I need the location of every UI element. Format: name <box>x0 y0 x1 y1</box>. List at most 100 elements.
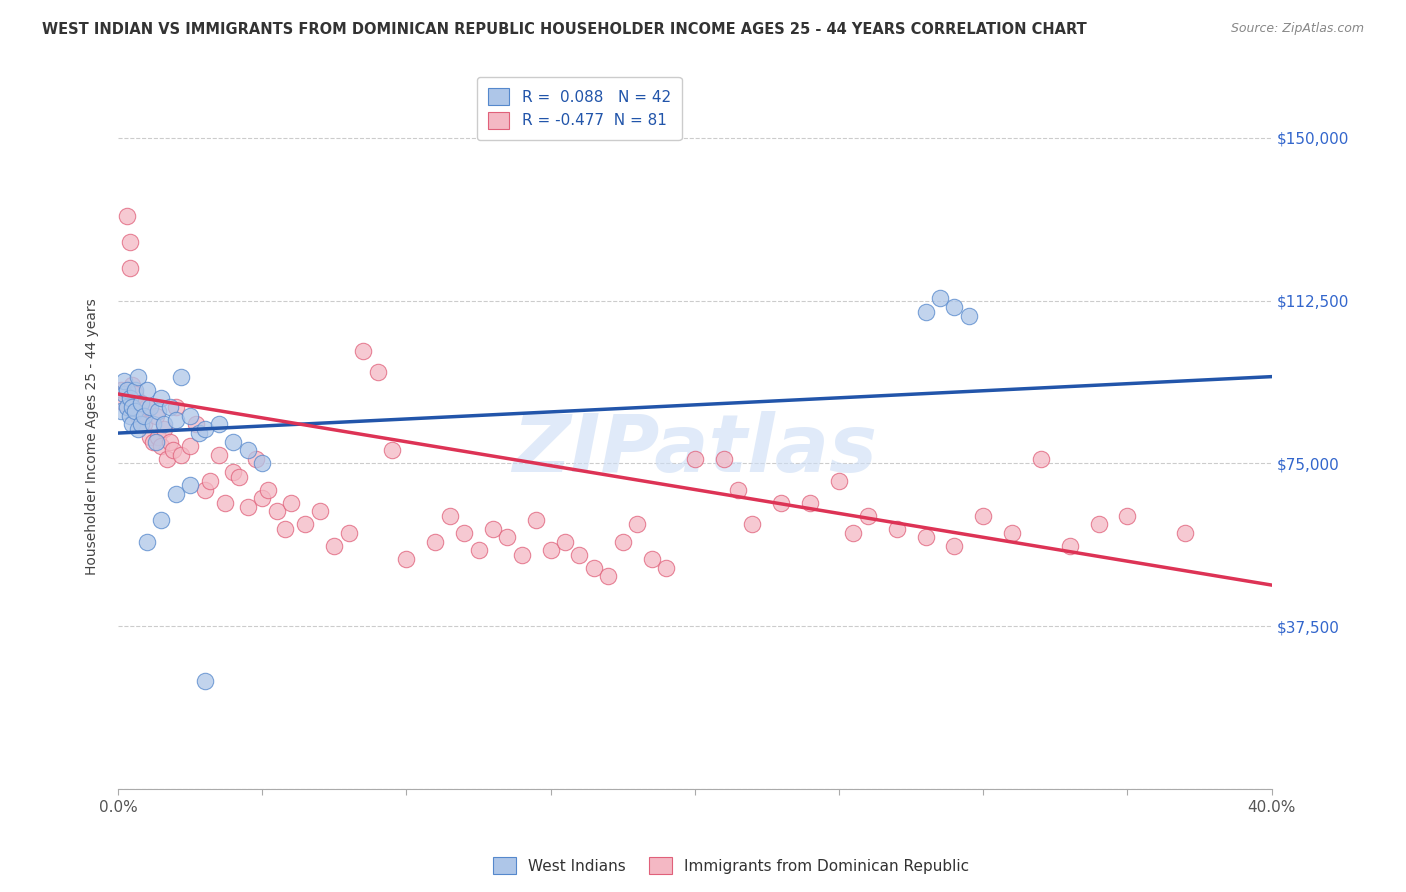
Point <box>127 422 149 436</box>
Point <box>208 417 231 432</box>
Point <box>153 417 176 432</box>
Text: Source: ZipAtlas.com: Source: ZipAtlas.com <box>1230 22 1364 36</box>
Point <box>179 439 201 453</box>
Point <box>467 543 489 558</box>
Point <box>187 426 209 441</box>
Point <box>124 404 146 418</box>
Point <box>121 378 143 392</box>
Point <box>184 417 207 432</box>
Point <box>222 465 245 479</box>
Point <box>886 522 908 536</box>
Point <box>165 487 187 501</box>
Point <box>208 448 231 462</box>
Text: WEST INDIAN VS IMMIGRANTS FROM DOMINICAN REPUBLIC HOUSEHOLDER INCOME AGES 25 - 4: WEST INDIAN VS IMMIGRANTS FROM DOMINICAN… <box>42 22 1087 37</box>
Point <box>683 452 706 467</box>
Point <box>626 517 648 532</box>
Point <box>129 417 152 432</box>
Point <box>179 478 201 492</box>
Point <box>914 304 936 318</box>
Point <box>153 422 176 436</box>
Point <box>655 560 678 574</box>
Point <box>943 539 966 553</box>
Point <box>1029 452 1052 467</box>
Point <box>170 448 193 462</box>
Point <box>236 443 259 458</box>
Point <box>148 404 170 418</box>
Point <box>118 392 141 406</box>
Point <box>135 400 157 414</box>
Point <box>121 400 143 414</box>
Point <box>115 209 138 223</box>
Point <box>914 530 936 544</box>
Point <box>352 343 374 358</box>
Point <box>266 504 288 518</box>
Point <box>280 495 302 509</box>
Point <box>381 443 404 458</box>
Point <box>159 434 181 449</box>
Point <box>1174 525 1197 540</box>
Point <box>274 522 297 536</box>
Point <box>115 383 138 397</box>
Point <box>245 452 267 467</box>
Point <box>110 404 132 418</box>
Point <box>142 417 165 432</box>
Point <box>129 395 152 409</box>
Point <box>540 543 562 558</box>
Point <box>957 309 980 323</box>
Point <box>582 560 605 574</box>
Point <box>612 534 634 549</box>
Legend: West Indians, Immigrants from Dominican Republic: West Indians, Immigrants from Dominican … <box>486 851 976 880</box>
Point <box>121 417 143 432</box>
Point <box>193 673 215 688</box>
Point <box>170 369 193 384</box>
Point <box>510 548 533 562</box>
Point <box>1087 517 1109 532</box>
Point <box>252 457 274 471</box>
Point <box>156 452 179 467</box>
Point <box>309 504 332 518</box>
Point <box>159 400 181 414</box>
Point <box>127 409 149 423</box>
Point <box>496 530 519 544</box>
Point <box>110 383 132 397</box>
Point <box>257 483 280 497</box>
Point <box>150 392 173 406</box>
Point <box>337 525 360 540</box>
Point <box>1116 508 1139 523</box>
Point <box>640 552 662 566</box>
Point <box>165 400 187 414</box>
Legend: R =  0.088   N = 42, R = -0.477  N = 81: R = 0.088 N = 42, R = -0.477 N = 81 <box>478 77 682 140</box>
Text: ZIPatlas: ZIPatlas <box>512 411 877 490</box>
Point <box>453 525 475 540</box>
Point <box>1059 539 1081 553</box>
Point <box>554 534 576 549</box>
Point <box>799 495 821 509</box>
Point <box>200 474 222 488</box>
Point <box>228 469 250 483</box>
Point <box>193 422 215 436</box>
Point <box>236 500 259 514</box>
Point <box>142 434 165 449</box>
Point <box>842 525 865 540</box>
Point <box>770 495 793 509</box>
Point <box>439 508 461 523</box>
Point <box>139 430 162 444</box>
Point <box>294 517 316 532</box>
Point <box>524 513 547 527</box>
Point <box>713 452 735 467</box>
Point <box>943 300 966 314</box>
Point <box>127 369 149 384</box>
Point <box>162 443 184 458</box>
Point <box>222 434 245 449</box>
Y-axis label: Householder Income Ages 25 - 44 years: Householder Income Ages 25 - 44 years <box>86 298 100 574</box>
Point <box>856 508 879 523</box>
Point <box>112 395 135 409</box>
Point <box>145 409 167 423</box>
Point <box>139 400 162 414</box>
Point <box>118 235 141 249</box>
Point <box>425 534 447 549</box>
Point <box>828 474 851 488</box>
Point <box>150 513 173 527</box>
Point <box>135 383 157 397</box>
Point <box>929 292 952 306</box>
